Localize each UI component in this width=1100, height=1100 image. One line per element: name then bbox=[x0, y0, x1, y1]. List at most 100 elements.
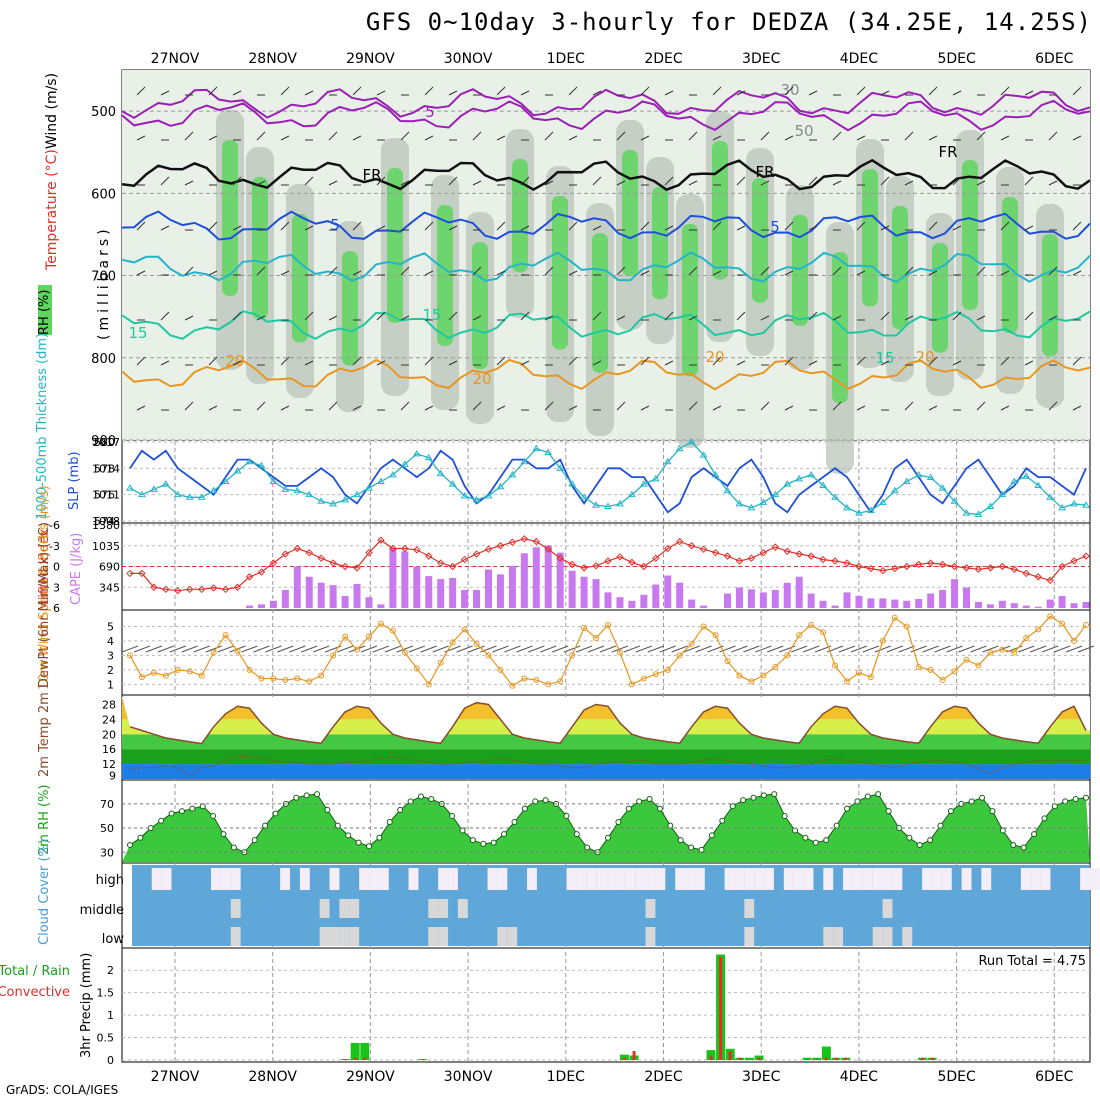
rh-marker bbox=[293, 794, 300, 801]
li-marker bbox=[891, 564, 899, 573]
thickness-marker bbox=[377, 477, 385, 484]
date-label-bottom: 1DEC bbox=[547, 1069, 586, 1085]
rh-marker bbox=[1010, 842, 1017, 849]
rh-marker bbox=[345, 832, 352, 839]
wind-barb bbox=[736, 311, 746, 321]
surface-wind-barb bbox=[731, 645, 748, 653]
wind-speed-marker bbox=[891, 614, 898, 621]
wind-barb bbox=[352, 135, 362, 141]
wind-barb bbox=[976, 266, 986, 276]
wind-barb bbox=[832, 180, 842, 186]
rh-marker bbox=[459, 827, 466, 834]
precip-convective-bar bbox=[738, 1057, 742, 1060]
rh-marker bbox=[636, 798, 643, 805]
wind-barb bbox=[520, 90, 530, 96]
li-marker bbox=[903, 562, 911, 571]
cape-bar bbox=[317, 582, 325, 608]
wind-speed-marker bbox=[628, 681, 635, 688]
wind-tick: 1 bbox=[107, 678, 114, 691]
thickness-marker bbox=[878, 498, 887, 506]
rh-marker bbox=[355, 839, 362, 846]
surface-wind-barb bbox=[802, 645, 820, 653]
wind-barb bbox=[424, 356, 434, 366]
temp-tick: 12 bbox=[102, 758, 116, 771]
cape-bar bbox=[449, 577, 457, 608]
wind-barb bbox=[424, 86, 434, 96]
surface-wind-barb bbox=[301, 645, 318, 653]
li-marker bbox=[699, 545, 708, 553]
cape-bar bbox=[1022, 605, 1030, 608]
li-marker bbox=[1058, 562, 1066, 571]
rh-marker bbox=[615, 819, 622, 825]
wind-barb bbox=[448, 90, 458, 96]
cloud-level-label: low bbox=[102, 932, 125, 947]
rh-marker bbox=[262, 822, 269, 829]
wind-barb bbox=[208, 356, 218, 366]
contour-label: FR bbox=[938, 143, 957, 161]
wind-speed-marker bbox=[724, 658, 731, 665]
li-tick: 6 bbox=[53, 602, 60, 615]
li-marker bbox=[998, 562, 1007, 571]
wind-barb bbox=[232, 225, 242, 231]
rh-plume-green bbox=[862, 169, 878, 307]
surface-wind-barb bbox=[552, 645, 569, 653]
cape-bar bbox=[843, 592, 851, 608]
li-marker bbox=[556, 554, 564, 562]
cloud-level-label: high bbox=[96, 873, 124, 888]
wind-barb bbox=[976, 131, 986, 141]
wind-barb bbox=[592, 90, 602, 96]
cloud-cell bbox=[793, 868, 804, 890]
wind-barb bbox=[688, 131, 698, 141]
li-marker bbox=[233, 583, 242, 591]
cloud-cell bbox=[961, 868, 972, 890]
wind-barb bbox=[688, 180, 698, 186]
wind-barb bbox=[544, 180, 554, 186]
rh-plume-green bbox=[712, 141, 728, 280]
wind-barb bbox=[520, 311, 530, 321]
cloud-cell bbox=[428, 899, 439, 918]
rh-plume-green bbox=[387, 168, 403, 323]
thickness-marker bbox=[747, 503, 756, 511]
thickness-marker bbox=[819, 481, 827, 488]
wind-speed-marker bbox=[999, 646, 1006, 653]
wind-barb bbox=[1000, 221, 1010, 231]
thickness-marker bbox=[807, 470, 816, 478]
li-marker bbox=[508, 538, 517, 546]
wind-barb bbox=[280, 405, 290, 411]
li-marker bbox=[126, 569, 134, 578]
wind-speed-marker bbox=[497, 666, 504, 673]
thickness-marker bbox=[353, 490, 361, 498]
rh-marker bbox=[417, 793, 424, 800]
date-label-bottom: 6DEC bbox=[1035, 1069, 1074, 1085]
thickness-marker bbox=[711, 470, 720, 478]
cloud-cell bbox=[448, 868, 458, 890]
rh-marker bbox=[220, 831, 227, 838]
cloud-cell bbox=[645, 899, 656, 918]
li-marker bbox=[580, 564, 588, 572]
cape-bar bbox=[329, 585, 337, 608]
li-marker bbox=[353, 564, 361, 572]
thickness-tick: 574 bbox=[94, 515, 115, 528]
cape-bar bbox=[377, 604, 385, 608]
thickness-marker bbox=[723, 486, 732, 494]
wind-barb bbox=[136, 356, 146, 366]
temp-tick: 24 bbox=[102, 713, 116, 726]
wind-speed-marker bbox=[784, 652, 791, 659]
wind-barb bbox=[880, 360, 890, 366]
rh-marker bbox=[230, 844, 237, 851]
cloud-cell bbox=[527, 868, 537, 890]
wind-barb bbox=[1072, 221, 1082, 231]
cape-bar bbox=[915, 598, 923, 608]
wind-barb bbox=[568, 405, 578, 411]
rh-marker bbox=[989, 808, 996, 815]
surface-wind-barb bbox=[277, 645, 294, 653]
wind-barb bbox=[376, 90, 386, 96]
wind-speed-marker bbox=[855, 669, 862, 676]
cape-bar bbox=[281, 589, 289, 608]
wind-barb bbox=[136, 405, 146, 411]
precip-convective-bar bbox=[930, 1057, 934, 1060]
thickness-tick: 578 bbox=[94, 462, 115, 475]
date-label-top: 4DEC bbox=[840, 51, 879, 67]
thickness-marker bbox=[1058, 503, 1066, 511]
wind-barb bbox=[976, 315, 986, 321]
